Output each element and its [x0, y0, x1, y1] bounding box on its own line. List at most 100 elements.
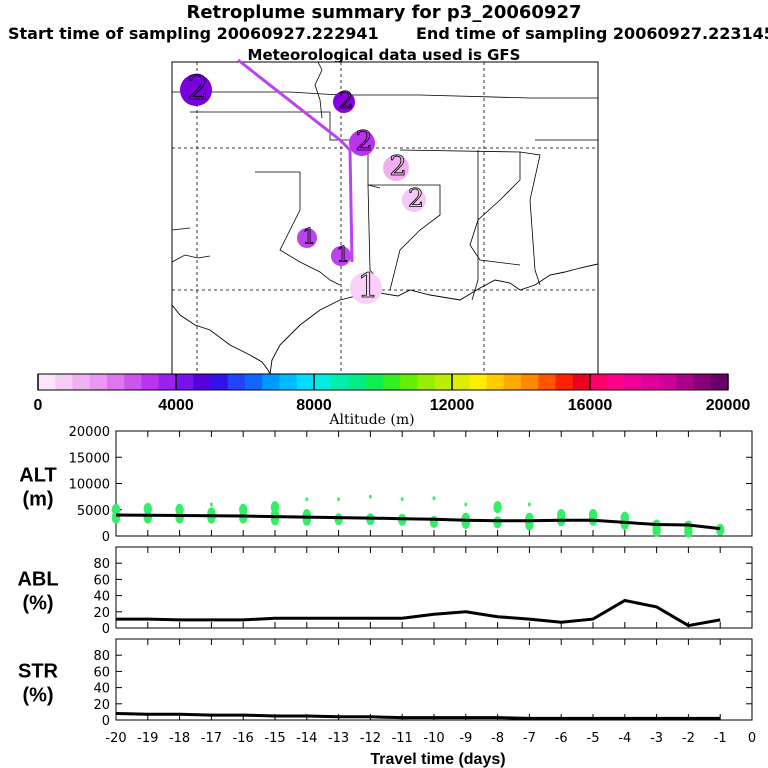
altitude-point [305, 497, 309, 502]
colorbar-tick-label: 12000 [430, 397, 475, 414]
map-gridlines [172, 62, 598, 374]
y-tick-label: 20 [93, 698, 110, 713]
panel-ylabel-unit: (%) [22, 685, 53, 707]
x-tick-label: -2 [682, 731, 695, 746]
colorbar-swatch [434, 374, 453, 390]
colorbar-swatch [590, 374, 608, 390]
marker-label: 2 [339, 88, 354, 114]
y-tick-label: 40 [93, 590, 110, 605]
colorbar-swatch [38, 374, 56, 390]
altitude-point [210, 502, 213, 507]
met-data-label: Meteorological data used is GFS [247, 46, 521, 64]
marker-label: 2 [355, 126, 372, 157]
start-time-label: Start time of sampling 20060927.222941 [8, 24, 379, 43]
altitude-point [528, 502, 531, 507]
x-tick-label: -4 [618, 731, 631, 746]
altitude-point [652, 524, 661, 537]
x-tick-label: -14 [296, 731, 317, 746]
altitude-point [464, 502, 468, 507]
altitude-point [684, 525, 693, 538]
panel-ylabel-name: ABL [17, 569, 58, 591]
marker-label: 2 [187, 68, 208, 107]
x-tick-label: -12 [360, 731, 381, 746]
altitude-point [111, 511, 121, 524]
colorbar-swatch [641, 374, 660, 390]
altitude-point [175, 511, 184, 524]
altitude-point [400, 497, 404, 502]
marker-dot [297, 228, 317, 248]
map-marker: 2 [180, 67, 212, 107]
map-marker: 1 [350, 265, 382, 305]
y-tick-label: 80 [93, 557, 110, 572]
river-line [314, 61, 323, 119]
colorbar-swatch [348, 374, 367, 390]
map-marker: 2 [333, 88, 355, 114]
y-tick-label: 15000 [69, 451, 110, 466]
altitude-point [429, 515, 439, 528]
x-tick-label: -11 [392, 731, 413, 746]
x-tick-label: -3 [650, 731, 663, 746]
colorbar-swatch [400, 374, 418, 390]
colorbar-swatch [486, 374, 505, 390]
altitude-point [207, 511, 216, 524]
colorbar-swatch [676, 374, 694, 390]
altitude-point [302, 513, 311, 526]
time-series-panels: 05000100001500020000ALT(m)020406080ABL(%… [17, 425, 756, 746]
x-tick-label: -17 [201, 731, 222, 746]
y-tick-label: 0 [102, 530, 110, 545]
colorbar-swatch [176, 374, 194, 390]
altitude-point [432, 496, 436, 501]
y-tick-label: 80 [93, 649, 110, 664]
colorbar-swatch [72, 374, 91, 390]
colorbar-swatch [659, 374, 677, 390]
marker-label: 2 [408, 184, 424, 213]
colorbar-tick-label: 4000 [158, 397, 194, 414]
y-tick-label: 0 [102, 714, 110, 729]
colorbar-swatch [452, 374, 470, 390]
x-tick-label: -9 [459, 731, 472, 746]
end-time-label: End time of sampling 20060927.223145 [416, 24, 768, 43]
panel-ylabel-unit: (m) [22, 489, 53, 511]
marker-label: 1 [302, 225, 315, 249]
colorbar-tick-label: 16000 [568, 397, 613, 414]
marker-dot [180, 74, 212, 106]
colorbar-swatch [331, 374, 349, 390]
colorbar-swatch [89, 374, 108, 390]
panel-alt: 0 5000 10000 15000 20000 ALT(m) [19, 425, 753, 545]
panel-ylabel-name: STR [18, 661, 59, 683]
colorbar-tick-label: 0 [34, 397, 43, 414]
x-tick-label: -19 [137, 731, 158, 746]
colorbar-tick-label: 8000 [296, 397, 332, 414]
marker-dot [333, 91, 355, 113]
coastline [171, 263, 599, 375]
colorbar-label: Altitude (m) [328, 412, 414, 428]
colorbar-swatch [607, 374, 625, 390]
y-tick-label: 60 [93, 665, 110, 680]
map-marker: 2 [402, 183, 426, 213]
colorbar-swatch [521, 374, 539, 390]
colorbar-swatch [262, 374, 280, 390]
y-tick-label: 5000 [77, 504, 110, 519]
x-tick-label: -7 [523, 731, 536, 746]
trajectory-track [237, 58, 354, 263]
altitude-colorbar: 0 4000 8000 12000 16000 20000 [34, 373, 750, 414]
marker-label: 1 [336, 243, 349, 267]
colorbar-swatch [279, 374, 298, 390]
x-tick-label: -8 [491, 731, 504, 746]
map-frame [171, 61, 599, 375]
x-tick-label: -10 [423, 731, 444, 746]
series-line [115, 513, 721, 531]
panel-ylabel-unit: (%) [22, 593, 53, 615]
colorbar-swatch [124, 374, 142, 390]
altitude-point [337, 497, 340, 502]
marker-dot [383, 155, 409, 181]
y-tick-label: 20 [93, 606, 110, 621]
series-line [115, 712, 721, 720]
colorbar-swatch [469, 374, 487, 390]
y-tick-label: 40 [93, 682, 110, 697]
colorbar-swatch [158, 374, 177, 390]
altitude-point [270, 513, 280, 526]
series-line [116, 598, 721, 628]
